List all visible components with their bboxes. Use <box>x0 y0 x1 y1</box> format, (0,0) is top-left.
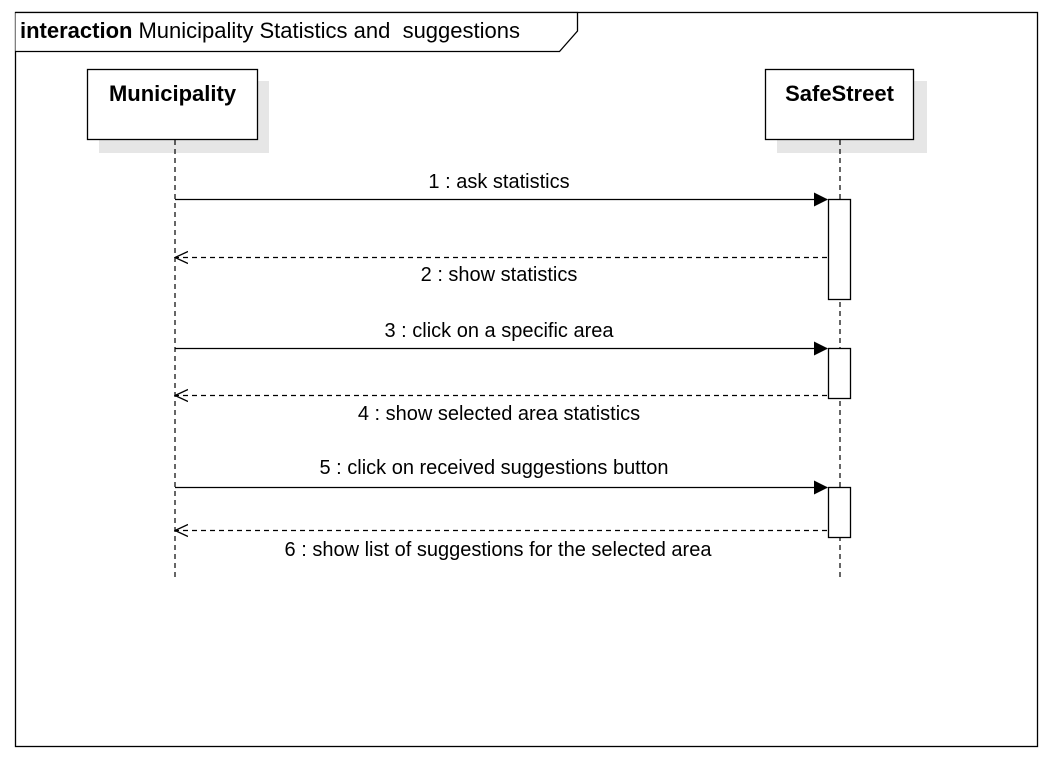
message-label: 3 : click on a specific area <box>385 320 615 342</box>
message-label: 2 : show statistics <box>421 264 578 286</box>
activation-bar <box>827 347 852 400</box>
participant-label: SafeStreet <box>785 81 895 106</box>
frame-title: interaction Municipality Statistics and s… <box>20 18 520 43</box>
message-label: 1 : ask statistics <box>428 171 569 193</box>
participant-box <box>86 68 259 141</box>
message-6[interactable]: 6 : show list of suggestions for the sel… <box>175 531 827 562</box>
frame-title-pentagon <box>15 11 579 53</box>
frame-keyword: interaction <box>20 18 132 43</box>
message-label: 6 : show list of suggestions for the sel… <box>285 539 713 561</box>
message-4[interactable]: 4 : show selected area statistics <box>175 396 827 426</box>
message-2[interactable]: 2 : show statistics <box>175 258 827 287</box>
frame-title-text: Municipality Statistics and suggestions <box>138 18 520 43</box>
message-3[interactable]: 3 : click on a specific area <box>175 320 828 356</box>
message-label: 4 : show selected area statistics <box>358 403 640 425</box>
activation-bar <box>827 198 852 301</box>
activation-bar <box>827 486 852 539</box>
participant-box <box>764 68 915 141</box>
participant-label: Municipality <box>109 81 237 106</box>
message-5[interactable]: 5 : click on received suggestions button <box>175 457 828 495</box>
participant-municipality[interactable]: Municipality <box>86 68 270 581</box>
participant-safestreet[interactable]: SafeStreet <box>764 68 928 581</box>
message-1[interactable]: 1 : ask statistics <box>175 171 828 207</box>
message-label: 5 : click on received suggestions button <box>319 457 668 479</box>
